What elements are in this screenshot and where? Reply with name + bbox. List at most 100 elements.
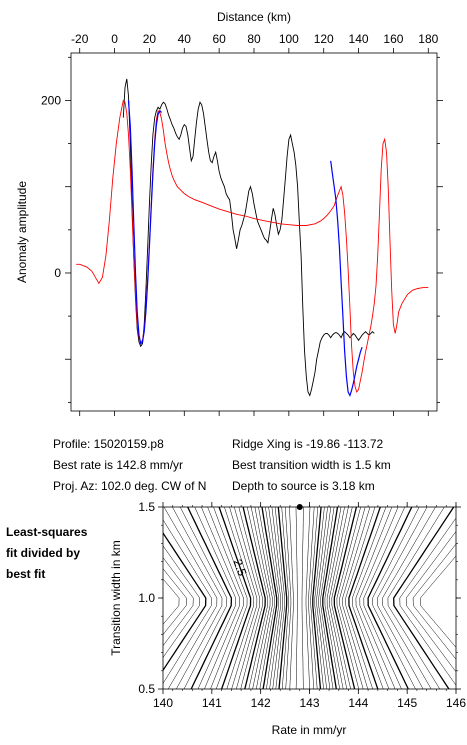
contour-line bbox=[342, 507, 371, 689]
contour-line bbox=[163, 531, 207, 672]
profile-x-tick-label: 0 bbox=[111, 32, 118, 46]
profile-y-tick-label: 200 bbox=[41, 93, 61, 107]
misfit-x-tick-label: 140 bbox=[153, 696, 173, 710]
misfit-x-tick-label: 141 bbox=[202, 696, 222, 710]
contour-line bbox=[348, 507, 381, 689]
series-model-line bbox=[76, 99, 429, 394]
misfit-ticks: 140 141 142 143 144 145 146 0.5 1.0 1.5 bbox=[138, 500, 466, 710]
misfit-chart: 140 141 142 143 144 145 146 0.5 1.0 1.5 Rate in m… bbox=[109, 500, 466, 737]
contour-line bbox=[331, 507, 353, 689]
best-width-label: Best transition width is 1.5 km bbox=[232, 458, 391, 472]
profile-x-tick-label: 20 bbox=[143, 32, 157, 46]
contour-line bbox=[163, 519, 212, 684]
contour-line bbox=[336, 507, 361, 689]
contour-line bbox=[281, 507, 289, 689]
contour-line bbox=[179, 507, 228, 689]
contour-line bbox=[213, 507, 248, 689]
contour-lines bbox=[163, 507, 456, 689]
contour-line bbox=[355, 507, 393, 689]
contour-line bbox=[305, 507, 311, 689]
misfit-x-tick-label: 144 bbox=[348, 696, 368, 710]
contour-line bbox=[250, 507, 271, 689]
contour-line bbox=[399, 517, 456, 686]
contour-line bbox=[420, 555, 456, 648]
best-fit-marker bbox=[296, 504, 303, 510]
contour-line bbox=[163, 545, 200, 658]
profile-y-axis-label: Anomaly amplitude bbox=[15, 181, 29, 283]
contour-description-line: Least-squares bbox=[6, 525, 88, 539]
contour-line bbox=[224, 507, 255, 689]
contour-line bbox=[387, 507, 445, 689]
misfit-y-tick-label: 1.0 bbox=[138, 591, 155, 605]
depth-label: Depth to source is 3.18 km bbox=[232, 479, 375, 493]
profile-chart: Distance (km) Anomaly amplitude -20 0 20 40… bbox=[15, 10, 443, 416]
contour-line bbox=[333, 507, 358, 689]
contour-line bbox=[372, 507, 420, 689]
contour-line bbox=[308, 507, 315, 689]
contour-line bbox=[289, 507, 294, 689]
contour-line bbox=[345, 507, 376, 689]
contour-label: 2.5 bbox=[231, 557, 250, 578]
contour-line bbox=[363, 507, 406, 689]
contour-line bbox=[187, 507, 233, 689]
contour-description-line: fit divided by bbox=[6, 546, 81, 560]
contour-line bbox=[295, 507, 298, 689]
contour-line bbox=[320, 507, 335, 689]
profile-x-tick-label: 160 bbox=[383, 32, 403, 46]
ridge-xing-label: Ridge Xing is -19.86 -113.72 bbox=[232, 437, 384, 451]
contour-line bbox=[301, 507, 304, 689]
contour-line bbox=[242, 507, 266, 689]
contour-line bbox=[393, 507, 455, 689]
contour-line bbox=[310, 507, 319, 689]
contour-line bbox=[382, 507, 436, 689]
contour-line bbox=[271, 507, 283, 689]
contour-line bbox=[233, 507, 261, 689]
contour-line bbox=[207, 507, 244, 689]
contour-line bbox=[163, 557, 194, 647]
contour-line bbox=[322, 507, 339, 689]
contour-line bbox=[246, 507, 268, 689]
contour-line bbox=[218, 507, 252, 689]
contour-description-line: best fit bbox=[6, 567, 46, 581]
proj-az-label: Proj. Az: 102.0 deg. CW of N bbox=[53, 479, 207, 493]
contour-line bbox=[163, 578, 180, 625]
contour-line bbox=[229, 507, 258, 689]
contour-line bbox=[316, 507, 328, 689]
misfit-x-tick-label: 145 bbox=[397, 696, 417, 710]
contour-line bbox=[326, 507, 345, 689]
profile-x-tick-label: 60 bbox=[212, 32, 226, 46]
profile-label: Profile: 15020159.p8 bbox=[53, 437, 164, 451]
profile-x-tick-label: 40 bbox=[178, 32, 192, 46]
contour-line bbox=[268, 507, 282, 689]
profile-ticks: -20 0 20 40 60 80 100 120 140 160 180 0 200 bbox=[41, 32, 443, 416]
best-rate-label: Best rate is 142.8 mm/yr bbox=[53, 458, 184, 472]
profile-y-tick-label: 0 bbox=[54, 266, 61, 280]
contour-line bbox=[172, 507, 223, 689]
contour-line bbox=[312, 507, 322, 689]
misfit-x-axis-label: Rate in mm/yr bbox=[272, 723, 347, 737]
contour-line bbox=[163, 507, 218, 689]
profile-x-tick-label: 180 bbox=[418, 32, 438, 46]
contour-line bbox=[405, 531, 456, 673]
profile-x-axis-label: Distance (km) bbox=[217, 10, 291, 24]
contour-line bbox=[318, 507, 332, 689]
series-fit-line bbox=[330, 160, 363, 398]
contour-line bbox=[339, 507, 366, 689]
contour-line bbox=[352, 507, 387, 689]
contour-line bbox=[359, 507, 399, 689]
misfit-y-tick-label: 0.5 bbox=[138, 682, 155, 696]
contour-line bbox=[367, 507, 413, 689]
misfit-x-tick-label: 143 bbox=[299, 696, 319, 710]
series-fit-line bbox=[127, 100, 163, 345]
contour-line bbox=[277, 507, 288, 689]
contour-line bbox=[285, 507, 292, 689]
contour-line bbox=[314, 507, 325, 689]
contour-line bbox=[377, 507, 428, 689]
contour-line bbox=[201, 507, 240, 689]
profile-x-tick-label: -20 bbox=[71, 32, 89, 46]
misfit-y-tick-label: 1.5 bbox=[138, 500, 155, 514]
contour-line bbox=[324, 507, 342, 689]
profile-x-tick-label: 80 bbox=[247, 32, 261, 46]
contour-line bbox=[254, 507, 273, 689]
